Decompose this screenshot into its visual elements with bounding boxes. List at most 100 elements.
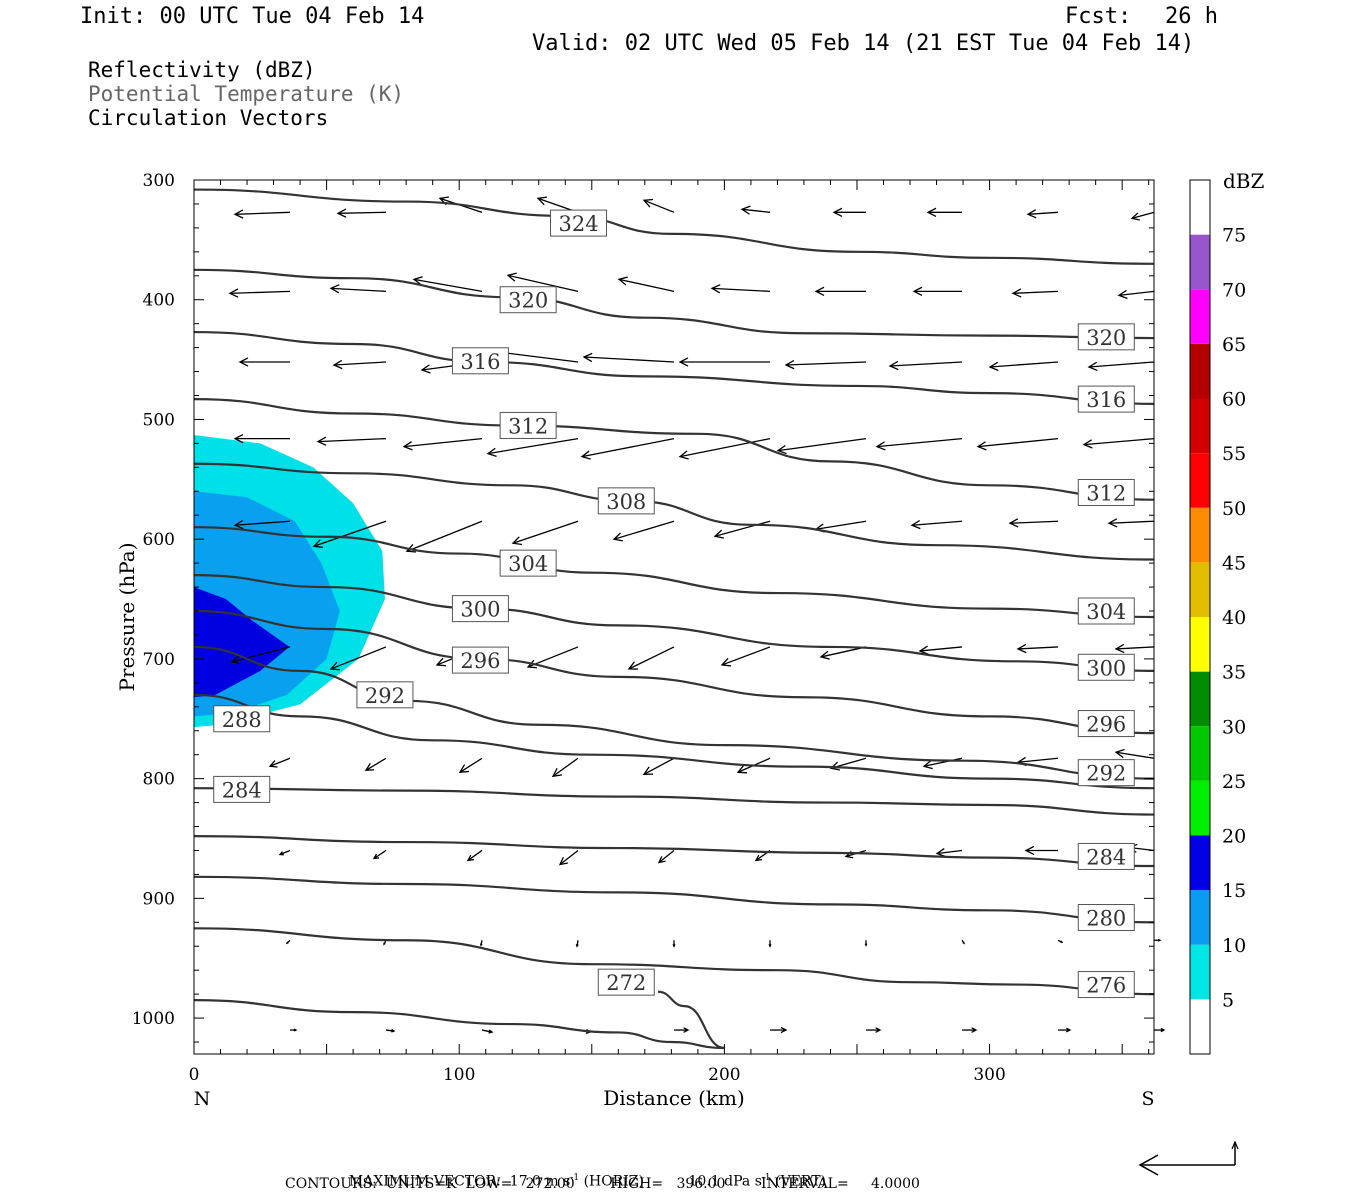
theta-contour-288	[193, 693, 1155, 790]
vector-arrow	[479, 940, 483, 947]
contour-label-box	[597, 968, 655, 996]
reflectivity-colorbar: 5 10 15 20 25 30 35 40 45 50 55 60 65 70 75	[1189, 179, 1246, 1055]
contour-label: 316	[460, 350, 500, 374]
theta-contour-276	[193, 927, 1155, 996]
vector-arrow	[466, 849, 483, 862]
vector-arrow	[1114, 748, 1155, 759]
vector-arrow	[316, 436, 387, 446]
vector-arrow	[935, 848, 963, 858]
vector-arrow	[1024, 845, 1058, 856]
vector-shaft	[1115, 751, 1155, 759]
y-tick-label: 600	[143, 530, 175, 550]
colorbar-segment	[1190, 944, 1210, 1000]
contour-label: 320	[1086, 326, 1126, 350]
vector-arrow	[710, 284, 771, 294]
vector-shaft	[741, 208, 771, 213]
vector-arrow	[976, 437, 1059, 451]
contour-label-box	[499, 411, 557, 439]
vector-head	[776, 444, 787, 455]
vector-arrow	[290, 1028, 298, 1032]
vector-arrow	[864, 940, 868, 947]
contour-label: 284	[1086, 845, 1126, 869]
vector-arrow	[1107, 518, 1155, 528]
vector-arrow	[1058, 1027, 1072, 1033]
vector-shaft	[581, 437, 675, 458]
contour-label-box	[1077, 971, 1135, 999]
vector-head	[657, 856, 666, 864]
vector-shaft	[820, 646, 867, 658]
vector-shaft	[714, 520, 771, 537]
contour-label: 312	[1086, 481, 1126, 505]
vector-shaft	[1115, 646, 1155, 650]
vector-head	[329, 284, 340, 294]
theta-contour-272	[193, 999, 725, 1050]
vector-head	[558, 856, 568, 866]
vector-head	[479, 943, 483, 947]
vector-shaft	[889, 361, 963, 367]
y-tick-label: 500	[143, 410, 175, 430]
theta-contour-320	[193, 268, 1155, 340]
vector-arrow	[575, 940, 579, 948]
vector-arrow	[233, 520, 291, 530]
theta-contour-312	[193, 397, 1155, 501]
vector-shaft	[911, 520, 963, 526]
vector-head	[1114, 748, 1125, 759]
theta-contour-300	[193, 573, 1155, 672]
reflectivity-region-15	[194, 587, 290, 698]
contour-label-box	[1077, 842, 1135, 870]
vector-head	[736, 764, 748, 774]
colorbar-segment	[1190, 726, 1210, 781]
vector-arrow	[506, 272, 579, 292]
x-left-end-label: N	[194, 1088, 211, 1110]
vector-arrow	[278, 849, 291, 856]
vector-arrow	[1154, 1027, 1166, 1033]
vector-head	[551, 767, 562, 778]
contour-label: 288	[222, 708, 262, 732]
colorbar-segment	[1190, 343, 1210, 399]
vector-arrow	[768, 940, 772, 948]
vector-shaft	[1131, 211, 1155, 219]
y-tick-label: 300	[143, 171, 175, 191]
contour-label-box	[451, 347, 509, 375]
max-vector-vert-unit: (VERT)	[775, 1173, 826, 1190]
x-tick-label: 200	[708, 1065, 740, 1085]
theta-contour-284	[193, 834, 1155, 868]
colorbar-level-label: 45	[1222, 552, 1246, 574]
contour-label: 316	[1086, 388, 1126, 412]
vector-head	[1157, 938, 1162, 942]
contour-label: 304	[508, 552, 548, 576]
contour-label: 284	[222, 778, 262, 802]
vector-arrow	[1057, 939, 1064, 943]
vector-head	[922, 760, 933, 770]
vector-shaft	[711, 287, 771, 292]
contour-label: 304	[1086, 600, 1126, 624]
vector-shaft	[777, 437, 867, 452]
y-tick-label: 900	[143, 889, 175, 909]
vector-shaft	[1017, 757, 1059, 763]
vector-head	[580, 450, 591, 460]
y-tick-label: 700	[143, 650, 175, 670]
vector-head	[926, 207, 937, 217]
contour-label: 296	[1086, 713, 1126, 737]
vector-head	[1060, 940, 1064, 943]
vector-head	[740, 205, 751, 215]
colorbar-level-label: 15	[1222, 880, 1246, 902]
contour-label: 296	[460, 649, 500, 673]
vector-head	[642, 766, 654, 775]
vector-head	[962, 941, 965, 945]
vector-shaft	[583, 356, 675, 363]
vector-arrow	[740, 205, 771, 215]
vector-shaft	[507, 274, 579, 292]
vector-head	[1082, 439, 1093, 449]
x-tick-label: 300	[973, 1065, 1005, 1085]
theta-contour-284	[193, 787, 1155, 816]
vector-shaft	[459, 757, 483, 773]
colorbar-segment	[1190, 671, 1210, 727]
theta-contour-280	[193, 875, 1155, 924]
vector-head	[864, 943, 868, 947]
vector-head	[230, 655, 241, 665]
contour-label-box	[597, 487, 655, 515]
contour-label-box	[550, 209, 608, 237]
vector-arrow	[617, 276, 675, 292]
vector-head	[720, 657, 732, 667]
